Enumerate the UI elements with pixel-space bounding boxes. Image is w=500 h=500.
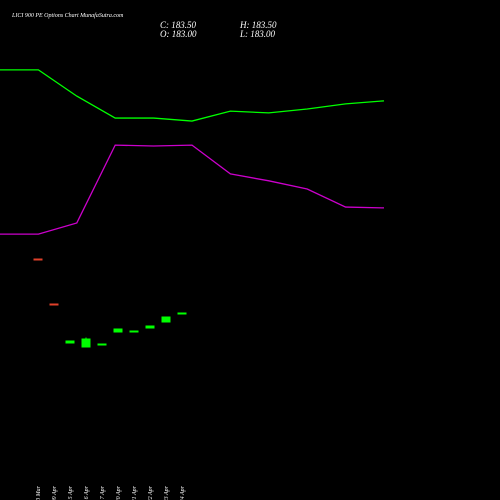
low-label: L: 183.00 [239,29,276,39]
candle-body [49,303,59,306]
candle-body [65,340,75,344]
indicator-line [0,144,385,235]
candle-body [113,328,123,333]
x-tick-label: 09 Apr [52,485,58,500]
close-label: C: 183.50 [160,20,197,30]
candle-body [129,330,139,333]
x-tick-label: 17 Apr [100,485,106,500]
indicator-line [0,69,385,122]
x-tick-label: 16 Apr [84,485,90,500]
candle-body [97,343,107,346]
x-tick-label: 30 Mar [36,485,42,500]
high-label: H: 183.50 [239,20,277,30]
x-tick-label: 24 Apr [179,485,186,500]
x-tick-label: 22 Apr [148,485,154,500]
x-tick-label: 21 Apr [132,485,138,500]
chart-title: LICI 900 PE Options Chart MunafaSutra.co… [11,12,124,19]
candle-body [145,325,155,329]
candle-body [161,316,171,323]
candle-body [33,258,43,261]
candle-body [81,338,91,348]
x-tick-label: 23 Apr [164,485,170,500]
candle-body [177,312,187,315]
x-tick-label: 20 Apr [116,485,122,500]
x-tick-label: 15 Apr [68,485,74,500]
open-label: O: 183.00 [160,29,197,39]
